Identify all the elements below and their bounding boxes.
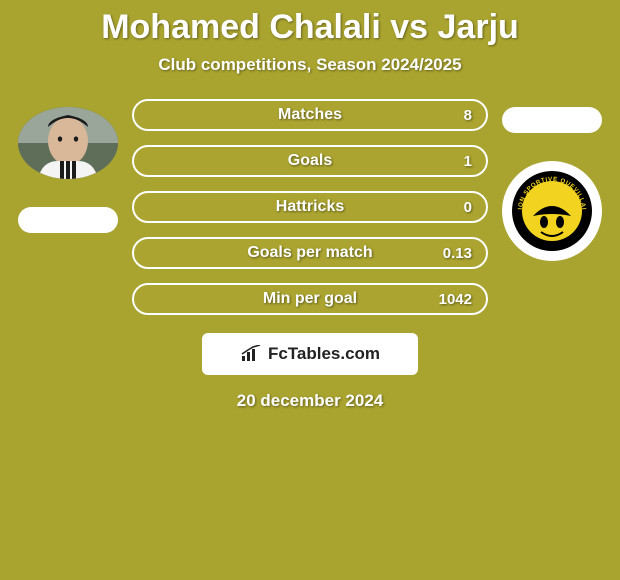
stat-label: Hattricks <box>276 198 344 216</box>
stat-value: 1042 <box>439 291 472 308</box>
date-line: 20 december 2024 <box>0 391 620 411</box>
page-subtitle: Club competitions, Season 2024/2025 <box>0 55 620 75</box>
stat-value: 0.13 <box>443 245 472 262</box>
comparison-card: Mohamed Chalali vs Jarju Club competitio… <box>0 0 620 580</box>
stat-bar-hattricks: Hattricks 0 <box>132 191 488 223</box>
player-avatar-left <box>18 107 118 179</box>
stat-value: 8 <box>464 107 472 124</box>
stat-bar-matches: Matches 8 <box>132 99 488 131</box>
stat-label: Goals <box>288 152 332 170</box>
stat-label: Goals per match <box>247 244 372 262</box>
page-title: Mohamed Chalali vs Jarju <box>0 0 620 47</box>
avatar-placeholder-icon <box>18 107 118 179</box>
crest-icon: UNION SPORTIVE QUEVILLAISE <box>511 170 593 252</box>
stat-label: Matches <box>278 106 342 124</box>
stat-label: Min per goal <box>263 290 357 308</box>
club-crest-right: UNION SPORTIVE QUEVILLAISE <box>502 161 602 261</box>
stat-bar-goals: Goals 1 <box>132 145 488 177</box>
right-player-col: UNION SPORTIVE QUEVILLAISE <box>492 99 612 261</box>
brand-badge[interactable]: FcTables.com <box>202 333 418 375</box>
stat-bar-goals-per-match: Goals per match 0.13 <box>132 237 488 269</box>
stat-value: 1 <box>464 153 472 170</box>
brand-chart-icon <box>240 345 262 363</box>
player-name-pill-left <box>18 207 118 233</box>
player-name-pill-right <box>502 107 602 133</box>
brand-text: FcTables.com <box>268 344 380 364</box>
stats-column: Matches 8 Goals 1 Hattricks 0 Goals per … <box>128 99 492 315</box>
left-player-col <box>8 99 128 233</box>
main-row: Matches 8 Goals 1 Hattricks 0 Goals per … <box>0 99 620 315</box>
stat-bar-min-per-goal: Min per goal 1042 <box>132 283 488 315</box>
stat-value: 0 <box>464 199 472 216</box>
